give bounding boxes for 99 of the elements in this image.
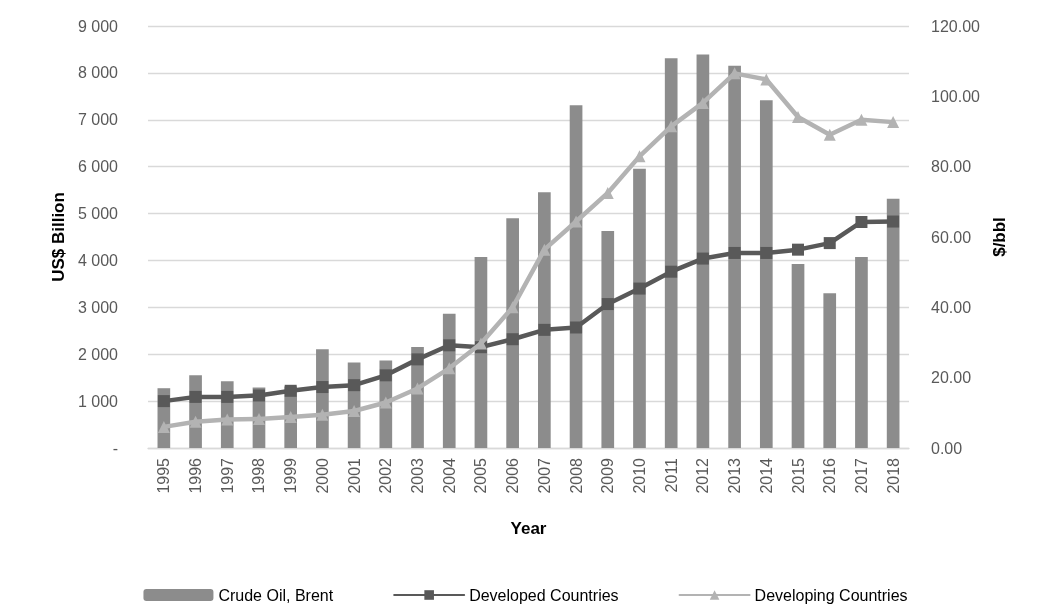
point: [887, 116, 900, 129]
x-tick-label: 2000: [313, 457, 331, 494]
y-tick-label: 1 000: [77, 392, 119, 410]
x-tick-label: 2007: [535, 457, 553, 494]
point: [887, 215, 900, 228]
x-tick-label: 2011: [662, 457, 680, 493]
y-tick-label: 5 000: [77, 205, 119, 223]
y-tick-label: 2 000: [77, 345, 119, 363]
point: [348, 404, 361, 417]
bar: [474, 257, 488, 448]
x-tick-label: 1996: [187, 457, 205, 494]
x-tick-label: 2001: [345, 457, 363, 494]
point: [601, 298, 614, 311]
point: [823, 237, 836, 250]
x-tick-label: 2008: [567, 457, 585, 494]
y-tick-label: 9 000: [77, 17, 119, 35]
point: [855, 113, 868, 126]
point: [443, 362, 456, 375]
point: [189, 390, 202, 403]
point: [157, 395, 170, 408]
bar: [696, 54, 710, 448]
y2-tick-label: 120.00: [931, 17, 981, 35]
point: [538, 323, 551, 336]
bar: [759, 100, 773, 448]
bar: [633, 168, 646, 448]
x-tick-label: 2010: [630, 457, 648, 494]
point: [252, 389, 265, 402]
point: [379, 369, 392, 382]
y2-tick-label: 40.00: [931, 298, 972, 316]
y-axis-title: US$ Billion: [49, 192, 69, 282]
point: [221, 413, 234, 426]
y2-axis-title: $/bbl: [989, 217, 1009, 257]
x-tick-label: 1997: [218, 457, 236, 494]
x-tick-label: 2013: [726, 457, 744, 494]
x-tick-label: 2006: [504, 457, 522, 494]
legend-label: Developed Countries: [469, 586, 619, 604]
point: [379, 396, 392, 409]
y2-tick-label: 80.00: [931, 158, 972, 176]
x-tick-label: 2014: [757, 457, 775, 494]
point: [696, 252, 709, 265]
x-tick-label: 2004: [440, 457, 458, 494]
point: [189, 415, 202, 428]
point: [284, 411, 297, 424]
y-tick-label: 3 000: [77, 298, 119, 316]
x-tick-label: 2005: [472, 457, 490, 494]
point: [252, 412, 265, 425]
point: [443, 339, 456, 352]
y-tick-label: -: [112, 439, 118, 457]
x-tick-label: 1995: [155, 457, 173, 494]
point: [411, 353, 424, 366]
x-tick-label: 1999: [282, 457, 300, 494]
y-tick-label: 6 000: [77, 158, 119, 176]
x-tick-label: 2016: [821, 457, 839, 494]
point: [570, 321, 583, 334]
point: [221, 390, 234, 403]
y-tick-label: 7 000: [77, 111, 119, 129]
bar: [728, 65, 741, 448]
point: [538, 243, 551, 256]
point: [633, 282, 646, 295]
point: [728, 246, 741, 259]
x-tick-label: 2003: [409, 457, 427, 494]
point: [665, 265, 678, 278]
x-tick-label: 2012: [694, 457, 712, 494]
x-tick-label: 1998: [250, 457, 268, 494]
bar: [664, 58, 678, 448]
y2-tick-label: 0.00: [931, 439, 963, 457]
x-tick-label: 2002: [377, 457, 395, 494]
y-tick-label: 8 000: [77, 64, 119, 82]
y2-tick-label: 20.00: [931, 369, 972, 387]
point: [823, 128, 836, 141]
point: [316, 408, 329, 421]
point: [506, 333, 519, 346]
bar: [855, 257, 868, 448]
legend-label: Crude Oil, Brent: [218, 586, 334, 604]
bar: [791, 264, 805, 448]
point: [792, 110, 805, 123]
bar: [569, 105, 583, 448]
y2-tick-label: 100.00: [931, 87, 981, 105]
x-tick-label: 2015: [789, 457, 807, 494]
bar: [506, 218, 519, 448]
point: [760, 246, 773, 259]
x-axis-title: Year: [510, 519, 547, 538]
legend-label: Developing Countries: [754, 586, 908, 604]
point: [411, 382, 424, 395]
point: [284, 384, 297, 397]
x-tick-label: 2018: [884, 457, 902, 494]
bar: [538, 192, 551, 448]
bar: [823, 293, 837, 448]
point: [316, 381, 329, 394]
y-tick-label: 4 000: [77, 251, 119, 269]
point: [792, 243, 805, 256]
x-tick-label: 2017: [852, 457, 870, 494]
point: [157, 420, 170, 433]
point: [348, 379, 361, 392]
x-tick-label: 2009: [599, 457, 617, 494]
bar: [886, 198, 900, 448]
point: [855, 216, 868, 228]
y2-tick-label: 60.00: [931, 228, 972, 246]
bar: [601, 231, 615, 448]
